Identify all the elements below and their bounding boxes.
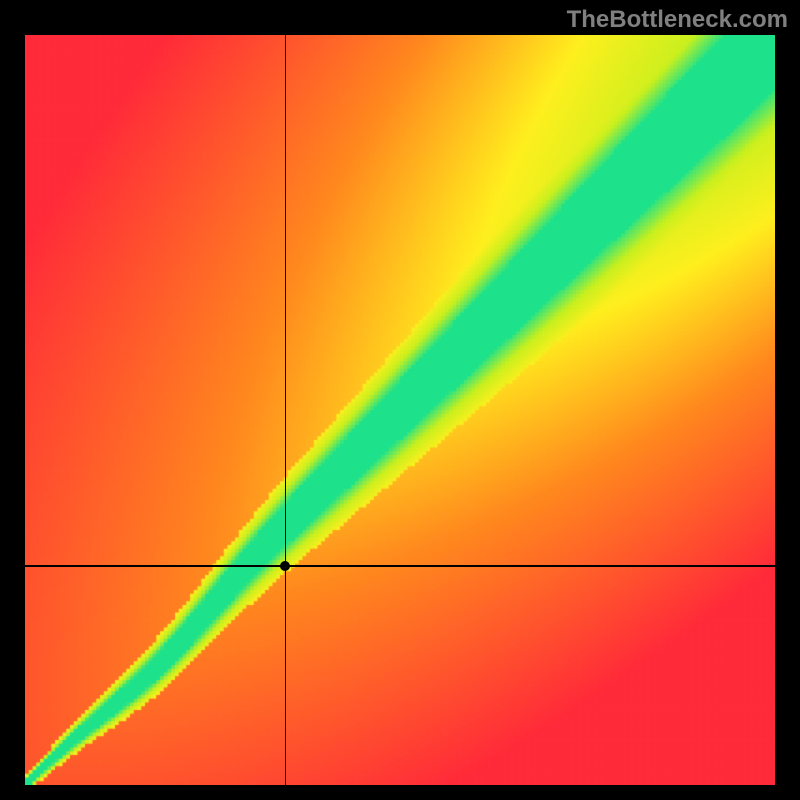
crosshair-vertical [285,35,287,785]
heatmap-canvas [25,35,775,785]
data-point-marker [280,561,290,571]
chart-container: TheBottleneck.com [0,0,800,800]
watermark-text: TheBottleneck.com [567,6,788,34]
crosshair-horizontal [25,565,775,567]
heatmap-plot [25,35,775,785]
